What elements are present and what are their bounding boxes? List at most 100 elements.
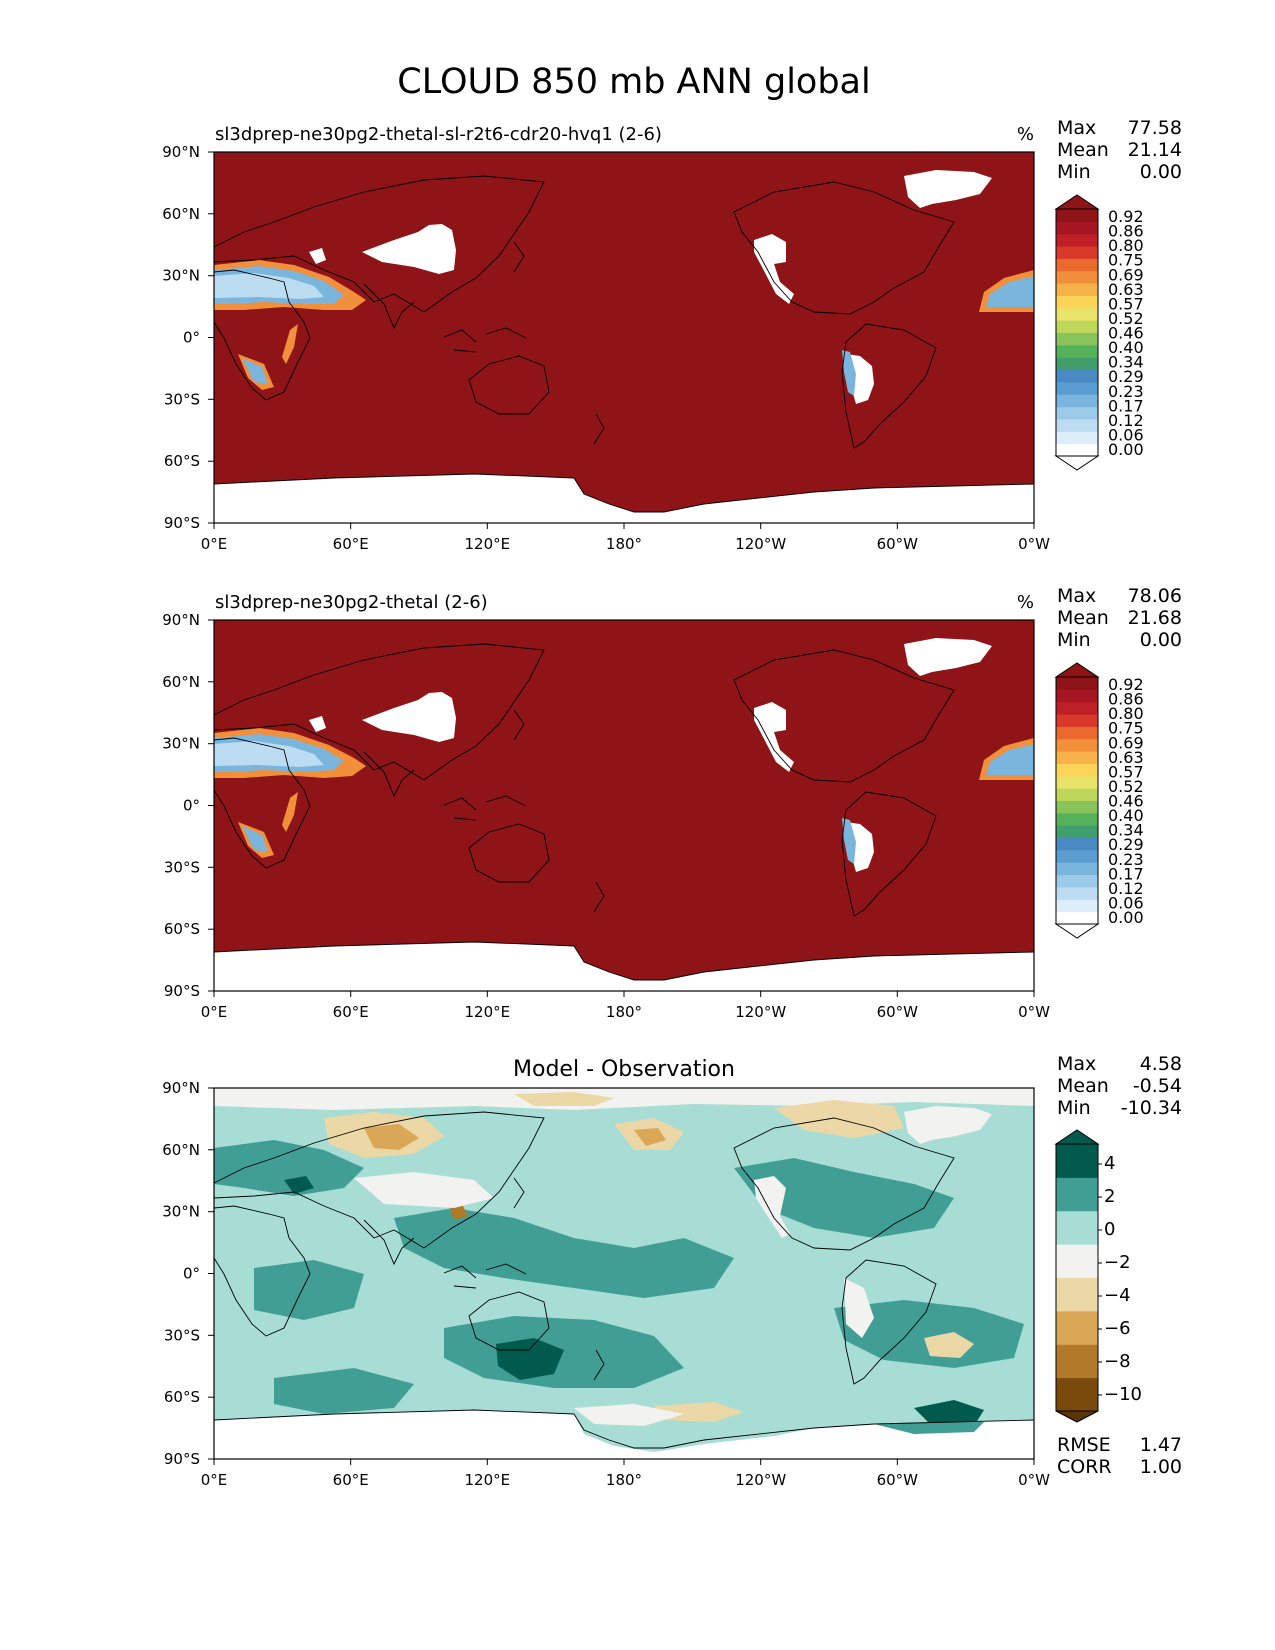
colorbar-tick-label: −8 xyxy=(1104,1351,1131,1372)
diff-region-positive xyxy=(214,1140,364,1196)
colorbar-swatch xyxy=(1056,258,1098,272)
stat-min-value: -10.34 xyxy=(1121,1097,1182,1119)
colorbar-extend-top xyxy=(1054,662,1100,678)
colorbar: 0.000.060.120.170.230.290.340.400.460.52… xyxy=(1054,662,1144,939)
colorbar-swatches xyxy=(1056,209,1098,457)
colorbar-swatch xyxy=(1056,899,1098,913)
low-cloud-region-sahara-core xyxy=(214,741,324,767)
colorbar-labels: 0.000.060.120.170.230.290.340.400.460.52… xyxy=(1108,207,1144,459)
no-data-region-tibet xyxy=(362,224,456,274)
colorbar-swatch xyxy=(1056,800,1098,814)
diff-region-near-zero xyxy=(354,1172,494,1208)
y-tick-label: 90°N xyxy=(162,611,200,629)
diff-region-negative xyxy=(514,1092,614,1106)
colorbar-extend-bottom xyxy=(1054,923,1100,939)
diff-region-strong-positive xyxy=(914,1400,984,1428)
low-cloud-region-andes xyxy=(842,818,856,864)
colorbar-tick-label: 4 xyxy=(1104,1153,1115,1174)
y-axis: 90°N 60°N 30°N 0° 30°S 60°S 90°S xyxy=(162,143,214,532)
low-cloud-region-east-africa xyxy=(282,792,298,832)
colorbar-swatch xyxy=(1056,369,1098,383)
diff-region-positive xyxy=(254,1260,364,1320)
x-tick-label: 60°W xyxy=(877,1471,919,1489)
x-tick-label: 60°W xyxy=(877,1003,919,1021)
colorbar-swatch xyxy=(1056,775,1098,789)
panel-test-title: sl3dprep-ne30pg2-thetal-sl-r2t6-cdr20-hv… xyxy=(215,124,662,145)
figure-title: CLOUD 850 mb ANN global xyxy=(397,62,870,102)
colorbar-tick-label: 0.46 xyxy=(1108,324,1144,343)
stats-block: Max 4.58 Mean -0.54 Min -10.34 xyxy=(1057,1053,1182,1119)
x-tick-label: 60°E xyxy=(333,1003,369,1021)
diff-region-positive xyxy=(834,1300,1024,1368)
x-tick-label: 120°E xyxy=(464,1003,510,1021)
coastline-japan xyxy=(513,709,525,741)
x-tick-label: 0°W xyxy=(1018,1471,1050,1489)
no-data-region-antarctica xyxy=(214,942,1034,991)
y-tick-label: 60°S xyxy=(164,1388,200,1406)
y-tick-label: 30°S xyxy=(164,858,200,876)
colorbar-extend-top xyxy=(1054,1129,1100,1145)
colorbar-tick-label: 0.40 xyxy=(1108,806,1144,825)
x-axis: 0°E 60°E 120°E 180° 120°W 60°W 0°W xyxy=(201,991,1050,1021)
colorbar-swatch xyxy=(1056,751,1098,764)
low-cloud-region-andes xyxy=(842,350,856,396)
y-tick-label: 30°N xyxy=(162,1203,200,1221)
low-cloud-region-east-africa xyxy=(282,324,298,364)
stat-min-label: Min xyxy=(1057,1097,1091,1119)
colorbar-swatch xyxy=(1056,1310,1098,1345)
coastline-australia xyxy=(468,823,550,883)
coastline-south-america xyxy=(841,791,937,917)
coastline-antarctica xyxy=(214,941,1034,981)
stat-mean-label: Mean xyxy=(1057,1075,1109,1097)
colorbar-tick-label: −2 xyxy=(1104,1252,1131,1273)
no-data-region-greenland xyxy=(904,638,992,676)
y-tick-label: 60°N xyxy=(162,1141,200,1159)
stat-max-label: Max xyxy=(1057,117,1096,139)
x-tick-label: 180° xyxy=(606,535,642,553)
diff-region-near-zero xyxy=(904,1106,992,1144)
stat-mean-value: -0.54 xyxy=(1133,1075,1182,1097)
x-tick-label: 60°E xyxy=(333,1471,369,1489)
colorbar-swatch xyxy=(1056,443,1098,457)
y-tick-label: 60°S xyxy=(164,920,200,938)
metric-corr-label: CORR xyxy=(1057,1456,1112,1478)
colorbar-swatch xyxy=(1056,357,1098,371)
map-field-background xyxy=(214,152,1034,523)
no-data-region-rockies xyxy=(754,702,794,772)
stats-block: Max 78.06 Mean 21.68 Min 0.00 xyxy=(1057,585,1182,651)
colorbar-tick-label: 0.52 xyxy=(1108,777,1144,796)
coastline-north-america xyxy=(733,181,955,315)
stat-max-label: Max xyxy=(1057,585,1096,607)
stat-min-label: Min xyxy=(1057,161,1091,183)
diff-region-negative xyxy=(654,1402,744,1422)
coastline-australia xyxy=(468,1291,550,1351)
colorbar-swatch xyxy=(1056,221,1098,235)
stat-min-value: 0.00 xyxy=(1140,161,1182,183)
x-tick-label: 120°E xyxy=(464,1471,510,1489)
x-tick-label: 0°E xyxy=(201,1471,228,1489)
colorbar-tick-label: 0.06 xyxy=(1108,425,1144,444)
low-cloud-region-south-africa-inner xyxy=(242,358,268,384)
colorbar-labels: 0.000.060.120.170.230.290.340.400.460.52… xyxy=(1108,675,1144,927)
colorbar-frame xyxy=(1055,1143,1099,1412)
no-data-region-rockies xyxy=(754,234,794,304)
panel-reference: sl3dprep-ne30pg2-thetal (2-6) % xyxy=(162,585,1182,1021)
panel-test: sl3dprep-ne30pg2-thetal-sl-r2t6-cdr20-hv… xyxy=(162,117,1182,553)
colorbar-swatch xyxy=(1056,1177,1098,1212)
coastline-indian-subcontinent xyxy=(363,751,415,798)
no-data-region-antarctica xyxy=(214,474,1034,523)
diff-region-positive xyxy=(734,1158,954,1238)
panel-difference-map xyxy=(214,1088,1034,1459)
no-data-region-antarctica xyxy=(214,1410,1034,1459)
colorbar-tick-label: 0.63 xyxy=(1108,280,1144,299)
colorbar-swatches xyxy=(1056,677,1098,925)
colorbar-tick-label: 0.12 xyxy=(1108,411,1144,430)
colorbar-tick-label: 0.92 xyxy=(1108,675,1144,694)
panel-test-units: % xyxy=(1017,124,1034,145)
colorbar-swatches xyxy=(1056,1144,1098,1412)
map-field-background xyxy=(214,620,1034,991)
colorbar-tick-label: 2 xyxy=(1104,1186,1115,1207)
diff-region-antarctic-coast xyxy=(874,1422,984,1434)
panel-reference-map xyxy=(214,620,1034,991)
metric-rmse-label: RMSE xyxy=(1057,1434,1111,1456)
